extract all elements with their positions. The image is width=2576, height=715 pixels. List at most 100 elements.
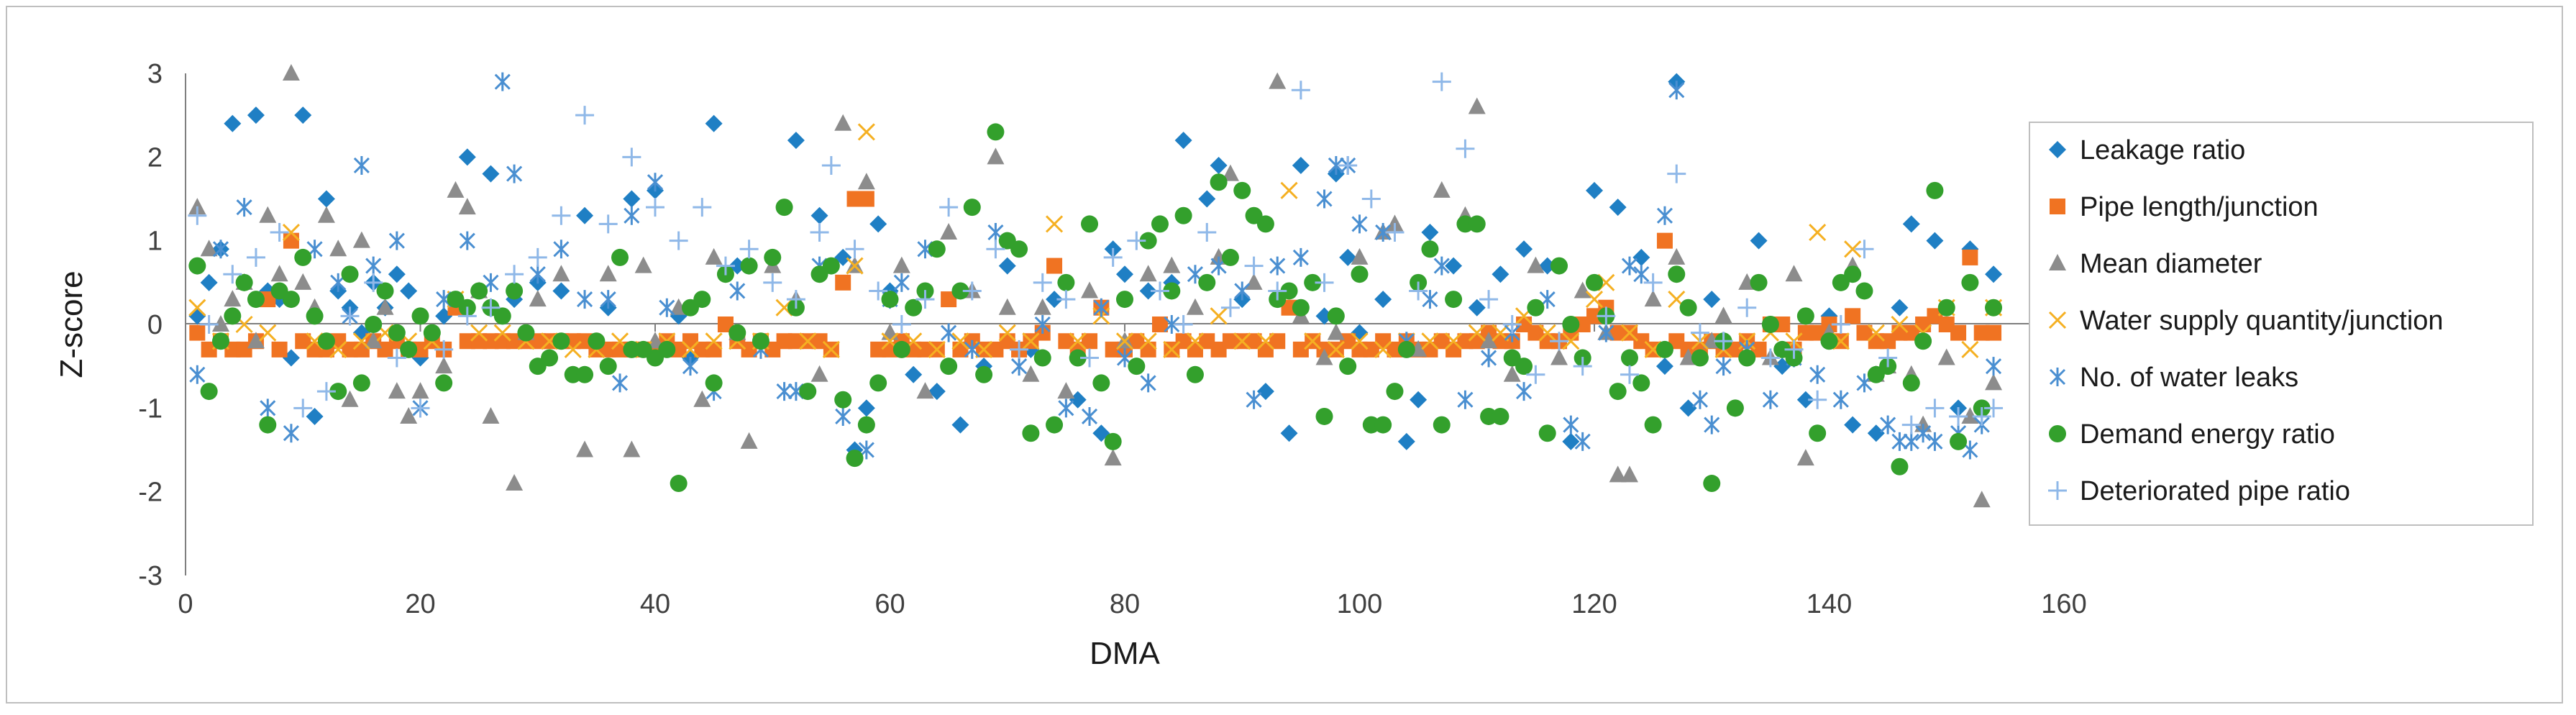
legend-label: Deteriorated pipe ratio (2080, 476, 2350, 506)
data-point (810, 223, 829, 242)
y-tick-label: -1 (138, 393, 163, 424)
data-point (1668, 81, 1685, 100)
data-point (1527, 256, 1545, 273)
data-point (1433, 256, 1450, 275)
data-point (1644, 290, 1662, 307)
data-point (634, 256, 652, 273)
data-point (740, 432, 758, 449)
data-point (951, 282, 969, 300)
data-point (893, 273, 910, 292)
data-point (1433, 416, 1451, 434)
data-point (1586, 273, 1603, 291)
data-point (1104, 449, 1122, 466)
data-point (1644, 416, 1662, 434)
data-point (189, 365, 206, 384)
data-point (470, 282, 488, 300)
data-point (669, 231, 688, 250)
data-point (1961, 406, 1979, 424)
data-point (1891, 432, 1908, 451)
data-point (1785, 265, 1803, 282)
data-point (459, 231, 475, 250)
data-point (576, 365, 594, 383)
data-point (1163, 340, 1181, 358)
data-point (457, 306, 477, 326)
data-point (1164, 315, 1180, 334)
data-point (294, 248, 312, 266)
data-point (1950, 432, 1968, 450)
legend-box (2029, 122, 2534, 526)
data-point (1080, 348, 1100, 368)
data-point (1526, 365, 1545, 384)
data-point (1950, 324, 1967, 341)
data-point (552, 332, 570, 350)
data-point (857, 123, 875, 141)
data-point (1116, 291, 1133, 309)
data-point (329, 240, 347, 257)
data-point (224, 307, 242, 325)
data-point (400, 340, 418, 358)
data-point (998, 324, 1016, 342)
data-point (1891, 315, 1909, 334)
data-point (1750, 341, 1767, 358)
x-tick-label: 0 (178, 589, 193, 619)
data-point (1046, 258, 1063, 274)
data-point (1598, 323, 1614, 342)
data-point (1760, 348, 1780, 368)
data-point (1022, 332, 1040, 350)
data-point (1809, 424, 1827, 442)
data-point (1656, 206, 1673, 225)
data-point (411, 307, 429, 325)
data-point (670, 475, 688, 493)
data-point (1762, 390, 1778, 409)
data-point (998, 257, 1016, 275)
data-point (916, 382, 934, 399)
data-point (365, 316, 383, 333)
data-point (1878, 348, 1898, 368)
data-point (776, 382, 793, 401)
data-point (998, 298, 1016, 315)
data-point (1715, 357, 1732, 376)
legend-marker (2050, 199, 2065, 214)
data-point (1808, 390, 1827, 409)
data-point (541, 349, 559, 367)
data-point (1714, 332, 1733, 351)
data-point (1784, 340, 1804, 359)
data-point (1985, 373, 2003, 391)
data-point (482, 406, 500, 424)
data-point (881, 291, 899, 309)
data-point (869, 374, 887, 392)
data-point (869, 281, 888, 301)
data-point (1479, 290, 1499, 309)
data-point (200, 240, 218, 257)
data-point (1972, 406, 1991, 426)
data-point (1140, 341, 1156, 358)
data-point (1022, 424, 1040, 442)
x-tick-label: 160 (2041, 589, 2086, 619)
data-point (1103, 247, 1123, 267)
data-point (376, 282, 394, 300)
data-point (752, 332, 769, 350)
data-point (1045, 215, 1064, 233)
data-point (905, 299, 923, 316)
data-point (224, 114, 242, 132)
data-point (611, 248, 629, 266)
data-point (1421, 224, 1439, 242)
data-point (529, 265, 546, 284)
data-point (1750, 232, 1768, 250)
data-point (506, 474, 524, 491)
data-point (188, 198, 206, 215)
data-point (1046, 416, 1064, 434)
data-point (1174, 206, 1192, 224)
data-point (1010, 340, 1029, 359)
data-point (1691, 349, 1709, 367)
series-4 (189, 72, 2002, 460)
data-point (705, 341, 722, 358)
data-point (1115, 332, 1134, 350)
data-point (352, 332, 370, 350)
data-point (1985, 357, 2002, 376)
data-point (716, 256, 735, 275)
data-point (729, 324, 746, 342)
data-point (1139, 282, 1157, 300)
series-6 (188, 72, 2004, 434)
data-point (1410, 391, 1428, 409)
